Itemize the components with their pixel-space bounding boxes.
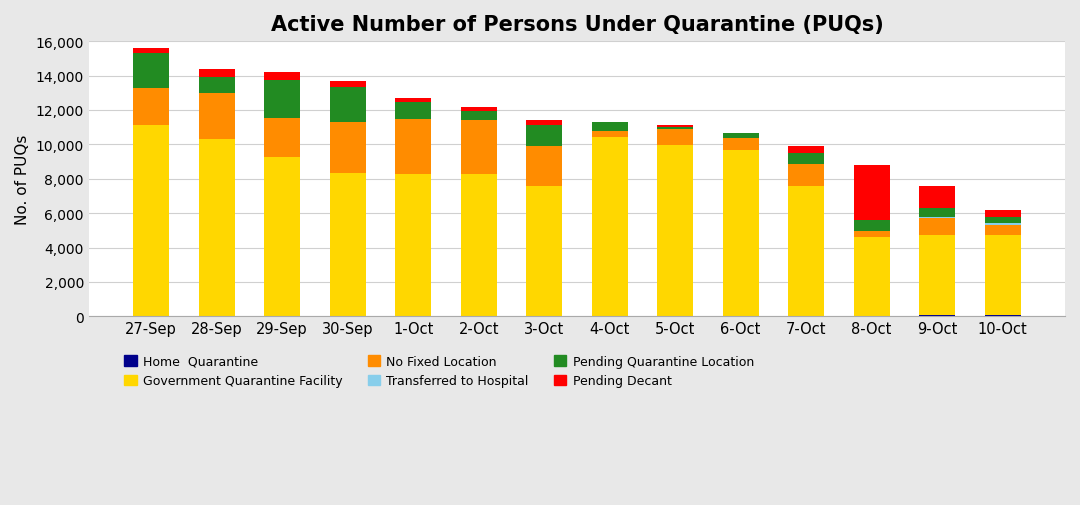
Bar <box>919 186 955 209</box>
Bar <box>985 210 1021 217</box>
Bar <box>592 123 627 131</box>
Bar <box>657 126 693 128</box>
Bar <box>133 54 170 88</box>
Bar <box>853 221 890 232</box>
Bar <box>265 158 300 317</box>
Bar <box>985 217 1021 224</box>
Bar <box>592 138 627 317</box>
Bar <box>657 128 693 130</box>
Bar <box>133 88 170 126</box>
Bar <box>788 186 824 317</box>
Bar <box>919 315 955 317</box>
Bar <box>526 121 563 126</box>
Bar <box>788 147 824 154</box>
Bar <box>133 126 170 317</box>
Bar <box>461 174 497 317</box>
Bar <box>526 147 563 186</box>
Y-axis label: No. of PUQs: No. of PUQs <box>15 134 30 224</box>
Bar <box>723 139 758 151</box>
Bar <box>657 130 693 146</box>
Bar <box>853 166 890 221</box>
Bar <box>985 226 1021 235</box>
Bar <box>265 118 300 158</box>
Bar <box>985 315 1021 317</box>
Bar <box>395 103 431 120</box>
Bar <box>265 73 300 81</box>
Bar <box>853 232 890 238</box>
Bar <box>199 93 234 140</box>
Bar <box>723 151 758 317</box>
Bar <box>788 165 824 186</box>
Bar <box>329 123 366 173</box>
Bar <box>985 224 1021 226</box>
Bar <box>526 126 563 147</box>
Legend: Home  Quarantine, Government Quarantine Facility, No Fixed Location, Transferred: Home Quarantine, Government Quarantine F… <box>124 355 754 387</box>
Title: Active Number of Persons Under Quarantine (PUQs): Active Number of Persons Under Quarantin… <box>270 15 883 35</box>
Bar <box>723 134 758 139</box>
Bar <box>329 81 366 87</box>
Bar <box>919 209 955 217</box>
Bar <box>199 70 234 78</box>
Bar <box>265 81 300 118</box>
Bar <box>526 186 563 317</box>
Bar <box>592 131 627 138</box>
Bar <box>985 235 1021 315</box>
Bar <box>395 98 431 103</box>
Bar <box>395 174 431 317</box>
Bar <box>199 78 234 93</box>
Bar <box>461 108 497 112</box>
Bar <box>133 49 170 54</box>
Bar <box>919 217 955 219</box>
Bar <box>788 154 824 165</box>
Bar <box>919 219 955 235</box>
Bar <box>395 120 431 174</box>
Bar <box>919 235 955 315</box>
Bar <box>329 173 366 317</box>
Bar <box>461 121 497 174</box>
Bar <box>461 112 497 121</box>
Bar <box>329 87 366 123</box>
Bar <box>199 140 234 317</box>
Bar <box>657 146 693 317</box>
Bar <box>853 238 890 317</box>
